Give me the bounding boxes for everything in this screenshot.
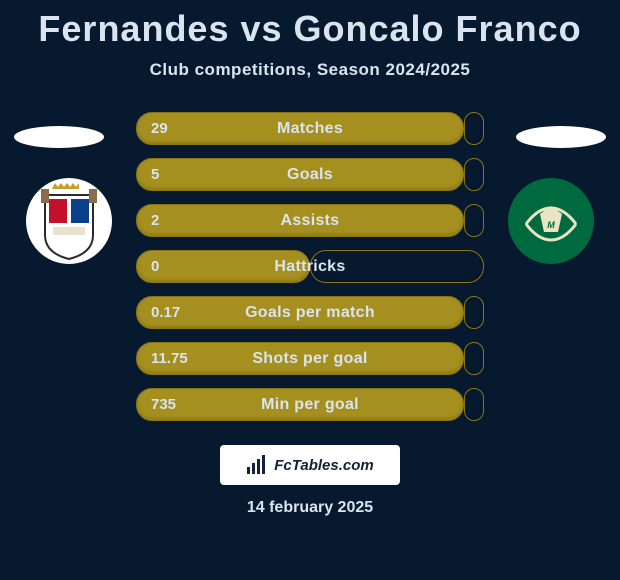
club-right-logo: M	[508, 178, 594, 264]
title-player-left: Fernandes	[38, 8, 229, 49]
moreirense-crest-icon: M	[520, 190, 582, 252]
stat-row: 735Min per goal	[136, 388, 484, 421]
stat-bar-right	[464, 112, 484, 145]
stat-row: 29Matches	[136, 112, 484, 145]
stats-list: 29Matches 5Goals 2Assists 0Hattricks 0.17Goa…	[0, 112, 620, 421]
stat-row: 2Assists	[136, 204, 484, 237]
stat-bar-left: 735	[136, 388, 464, 421]
stat-bar-left: 29	[136, 112, 464, 145]
subtitle: Club competitions, Season 2024/2025	[150, 60, 471, 80]
player-right-name-oval	[516, 126, 606, 148]
stat-bar-left: 2	[136, 204, 464, 237]
stat-value-left: 735	[151, 396, 176, 413]
stat-value-left: 0	[151, 258, 159, 275]
stat-bar-right	[310, 250, 484, 283]
title-vs: vs	[229, 8, 293, 49]
stat-bar-left: 0.17	[136, 296, 464, 329]
bar-chart-icon	[246, 455, 268, 475]
club-left-logo	[26, 178, 112, 264]
stat-bar-right	[464, 296, 484, 329]
stat-row: 5Goals	[136, 158, 484, 191]
stat-row: 0Hattricks	[136, 250, 484, 283]
comparison-infographic: Fernandes vs Goncalo Franco Club competi…	[0, 0, 620, 580]
player-left-name-oval	[14, 126, 104, 148]
svg-text:M: M	[547, 220, 555, 230]
stat-bar-right	[464, 342, 484, 375]
stat-bar-left: 0	[136, 250, 310, 283]
stat-row: 0.17Goals per match	[136, 296, 484, 329]
stat-bar-left: 5	[136, 158, 464, 191]
title-player-right: Goncalo Franco	[294, 8, 582, 49]
footer-date: 14 february 2025	[247, 499, 373, 517]
stat-value-left: 2	[151, 212, 159, 229]
stat-value-left: 11.75	[151, 350, 188, 367]
braga-crest-icon	[37, 181, 101, 261]
brand-card: FcTables.com	[220, 445, 400, 485]
stat-bar-right	[464, 158, 484, 191]
stat-bar-right	[464, 204, 484, 237]
stat-value-left: 29	[151, 120, 168, 137]
stat-row: 11.75Shots per goal	[136, 342, 484, 375]
page-title: Fernandes vs Goncalo Franco	[38, 8, 581, 50]
brand-text: FcTables.com	[274, 457, 373, 474]
stat-bar-left: 11.75	[136, 342, 464, 375]
stat-bar-right	[464, 388, 484, 421]
stat-value-left: 5	[151, 166, 159, 183]
stat-value-left: 0.17	[151, 304, 180, 321]
